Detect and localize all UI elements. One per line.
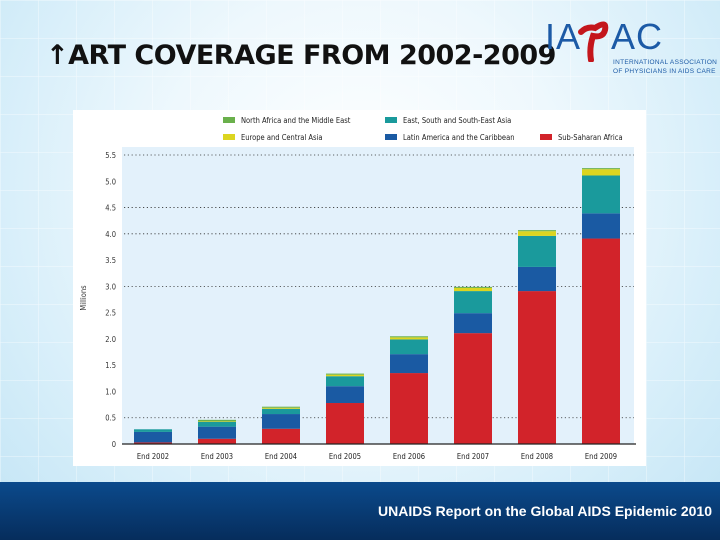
bar-segment [518,266,556,292]
legend-swatch [223,134,235,140]
x-axis: End 2002 End 2003 End 2004 End 2005 End 2006… [122,443,636,461]
x-tick-label: End 2008 [521,452,553,461]
slide-title: ↑ART COVERAGE FROM 2002-2009 [46,40,556,71]
bar-segment [262,406,300,408]
footer-bar: UNAIDS Report on the Global AIDS Epidemi… [0,482,720,540]
slide-title-text: ART COVERAGE FROM 2002-2009 [68,40,556,71]
y-axis: 0 0.5 1.0 1.5 2.0 2.5 3.0 3.5 4.0 4.5 5.0 5.5 [105,151,116,449]
x-tick-label: End 2006 [393,452,425,461]
bar-segment [262,407,300,409]
bar-segment [518,235,556,267]
bar-segment [262,408,300,415]
bar-segment [326,373,364,375]
bar-segment [134,429,172,432]
bar-segment [262,414,300,429]
footer-source: UNAIDS Report on the Global AIDS Epidemi… [378,503,712,519]
bar-segment [390,373,428,444]
logo-subtitle: INTERNATIONAL ASSOCIATION OF PHYSICIANS … [613,58,717,76]
bar-segment [198,438,236,444]
bars [134,168,620,444]
bar-segment [198,419,236,422]
bar-segment [518,230,556,232]
y-tick-label: 1.5 [105,361,116,370]
bar-segment [134,442,172,444]
y-tick-label: 3.0 [105,282,116,291]
y-tick-label: 2.0 [105,335,116,344]
legend-label: Europe and Central Asia [241,133,323,142]
plot-area [122,147,634,444]
logo-subtitle-line2: OF PHYSICIANS IN AIDS CARE [613,68,716,75]
bar-segment [582,168,620,170]
stacked-bar-chart: North Africa and the Middle East East, So… [79,116,636,461]
logo-subtitle-line1: INTERNATIONAL ASSOCIATION [613,59,718,66]
bar-segment [582,213,620,239]
iapac-logo: IA AC INTERNATIONAL ASSOCIATION OF PHYSIC… [545,16,720,76]
bar-segment [198,426,236,439]
bar-segment [582,169,620,176]
bar-segment [454,291,492,314]
bar-segment [390,354,428,374]
legend-label: North Africa and the Middle East [241,116,351,125]
y-tick-label: 2.5 [105,309,116,318]
legend-swatch [385,134,397,140]
legend-swatch [540,134,552,140]
gridlines [124,154,634,419]
y-tick-label: 0.5 [105,414,116,423]
x-tick-label: End 2002 [137,452,169,461]
x-tick-label: End 2009 [585,452,617,461]
y-axis-label: Millions [79,285,88,311]
bar-segment [582,238,620,444]
legend-swatch [385,117,397,123]
red-ribbon-icon [578,21,609,62]
bar-segment [454,287,492,292]
y-tick-label: 4.5 [105,204,116,213]
legend-label: Latin America and the Caribbean [403,133,515,142]
legend-swatch [223,117,235,123]
bar-segment [134,431,172,443]
bar-segment [326,376,364,387]
x-tick-label: End 2003 [201,452,233,461]
y-tick-label: 3.5 [105,256,116,265]
x-tick-label: End 2004 [265,452,297,461]
bar-segment [518,291,556,444]
up-arrow-icon: ↑ [46,40,69,71]
chart-panel: North Africa and the Middle East East, So… [73,110,646,466]
x-tick-label: End 2007 [457,452,489,461]
bar-segment [198,421,236,422]
bar-segment [390,339,428,355]
bar-segment [454,286,492,288]
bar-segment [198,421,236,427]
logo-wordmark: IA AC [545,16,663,58]
y-tick-label: 1.0 [105,387,116,396]
legend-label: Sub-Saharan Africa [558,133,623,142]
y-tick-label: 5.0 [105,177,116,186]
x-tick-label: End 2005 [329,452,361,461]
bar-segment [454,313,492,334]
logo-letters-left: IA [545,16,582,57]
bar-segment [454,333,492,444]
bar-segment [390,337,428,340]
bar-segment [582,175,620,214]
bar-segment [326,374,364,377]
y-tick-label: 0 [112,440,116,449]
chart-legend: North Africa and the Middle East East, So… [223,116,623,142]
y-tick-label: 4.0 [105,230,116,239]
bar-segment [390,336,428,338]
legend-label: East, South and South-East Asia [403,116,511,125]
bar-segment [518,231,556,236]
bar-segment [326,386,364,404]
bar-segment [326,403,364,444]
y-tick-label: 5.5 [105,151,116,160]
logo-letters-right: AC [611,16,664,57]
bar-segment [262,428,300,444]
